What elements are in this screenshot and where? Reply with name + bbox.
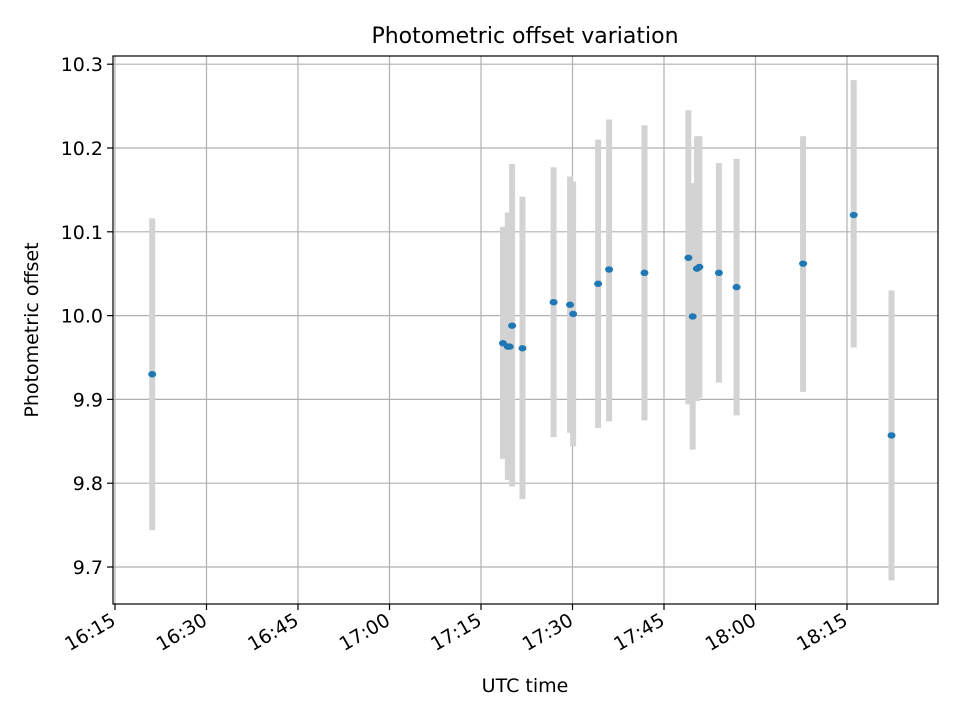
y-tick-label: 9.7 (73, 557, 103, 579)
data-point (849, 211, 858, 219)
data-point (887, 432, 896, 439)
y-axis-ticks: 9.7 9.8 9.9 10.0 10.1 10.2 10.3 (61, 54, 113, 579)
data-point (566, 301, 575, 308)
data-points (148, 211, 896, 439)
data-point (508, 322, 517, 329)
chart-title: Photometric offset variation (371, 24, 678, 49)
y-tick-label: 10.3 (61, 54, 103, 76)
data-point (695, 263, 704, 271)
y-tick-label: 9.8 (73, 473, 103, 495)
data-point (605, 266, 614, 273)
y-tick-label: 10.2 (61, 138, 103, 160)
data-point (799, 260, 808, 267)
data-point (714, 269, 723, 277)
y-tick-label: 10.0 (61, 306, 103, 328)
y-tick-label: 9.9 (73, 389, 103, 411)
data-point (518, 345, 527, 352)
y-tick-label: 10.1 (61, 222, 103, 244)
x-axis-label: UTC time (482, 675, 569, 697)
data-point (549, 298, 558, 306)
y-axis-label: Photometric offset (21, 242, 43, 417)
data-point (732, 283, 741, 291)
data-point (688, 313, 697, 320)
data-point (640, 269, 649, 277)
data-point (684, 254, 693, 261)
data-point (594, 280, 603, 287)
data-point (569, 310, 578, 318)
data-point (505, 343, 514, 350)
plot-frame (112, 55, 939, 605)
data-point (148, 371, 157, 378)
